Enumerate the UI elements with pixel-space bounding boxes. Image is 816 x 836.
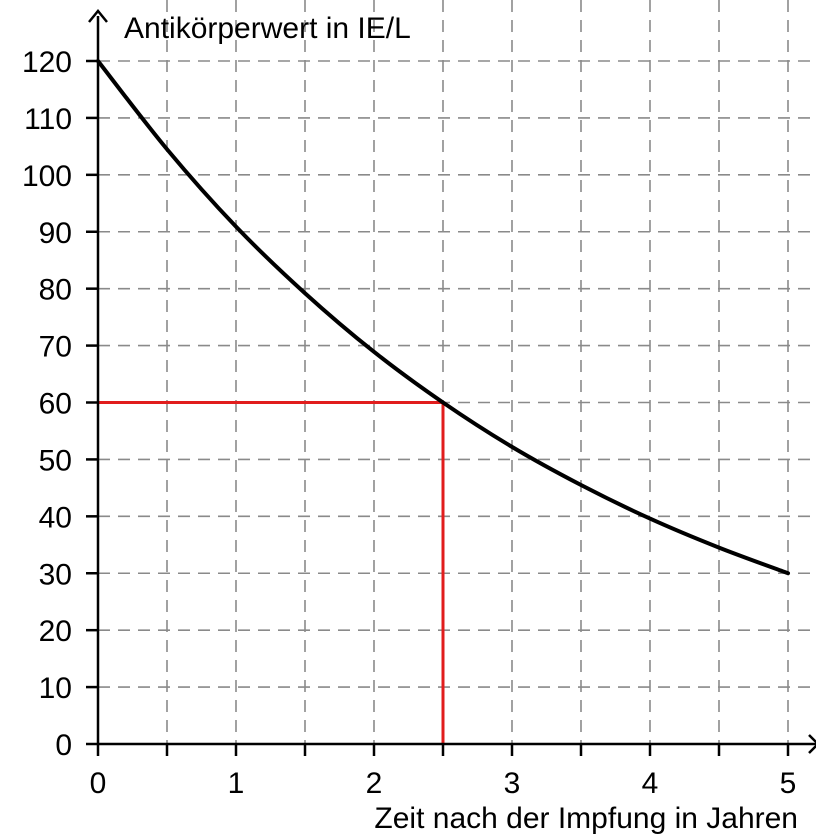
y-axis-arrow [88, 9, 108, 23]
x-tick-label: 5 [780, 767, 797, 800]
y-tick-label: 50 [39, 444, 72, 477]
y-axis-title: Antikörperwert in IE/L [124, 12, 411, 45]
axes [86, 9, 816, 756]
series-line-0 [96, 59, 790, 576]
grid [98, 0, 816, 744]
y-tick-label: 90 [39, 217, 72, 250]
tick-labels: 0 10 20 30 40 50 60 70 80 90 100 110 120 0 1 2 3 4 5 [22, 46, 796, 800]
y-tick-label: 100 [22, 160, 72, 193]
x-tick-label: 0 [90, 767, 107, 800]
x-tick-label: 3 [504, 767, 521, 800]
y-tick-label: 60 [39, 388, 72, 421]
y-tick-label: 80 [39, 274, 72, 307]
x-tick-label: 2 [366, 767, 383, 800]
series-group [96, 59, 790, 576]
x-axis-title: Zeit nach der Impfung in Jahren [374, 802, 798, 835]
y-tick-label: 70 [39, 331, 72, 364]
y-tick-label: 10 [39, 672, 72, 705]
y-tick-label: 110 [24, 103, 72, 136]
x-axis-arrow [808, 734, 816, 754]
x-tick-label: 1 [228, 767, 245, 800]
y-tick-label: 0 [55, 729, 72, 762]
reference-lines [98, 401, 445, 744]
y-tick-label: 40 [39, 501, 72, 534]
y-tick-label: 120 [22, 46, 72, 79]
x-tick-label: 4 [642, 767, 659, 800]
y-tick-label: 20 [39, 615, 72, 648]
y-tick-label: 30 [39, 558, 72, 591]
